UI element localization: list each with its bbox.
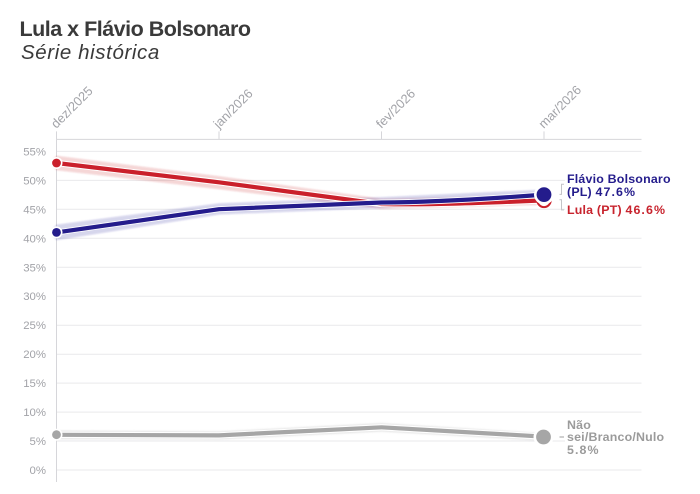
svg-text:15%: 15% bbox=[23, 378, 46, 390]
svg-text:20%: 20% bbox=[23, 349, 46, 361]
svg-text:50%: 50% bbox=[23, 175, 46, 187]
svg-text:25%: 25% bbox=[23, 320, 46, 332]
svg-text:jan/2026: jan/2026 bbox=[210, 86, 256, 132]
svg-text:5%: 5% bbox=[30, 436, 46, 448]
svg-text:35%: 35% bbox=[23, 262, 46, 274]
svg-text:10%: 10% bbox=[23, 407, 46, 419]
svg-text:dez/2025: dez/2025 bbox=[48, 83, 96, 131]
svg-text:30%: 30% bbox=[23, 291, 46, 303]
svg-text:45%: 45% bbox=[23, 204, 46, 216]
svg-text:0%: 0% bbox=[30, 465, 46, 477]
svg-text:fev/2026: fev/2026 bbox=[373, 86, 418, 131]
svg-text:55%: 55% bbox=[23, 146, 46, 158]
svg-text:40%: 40% bbox=[23, 233, 46, 245]
svg-text:mar/2026: mar/2026 bbox=[535, 82, 584, 131]
